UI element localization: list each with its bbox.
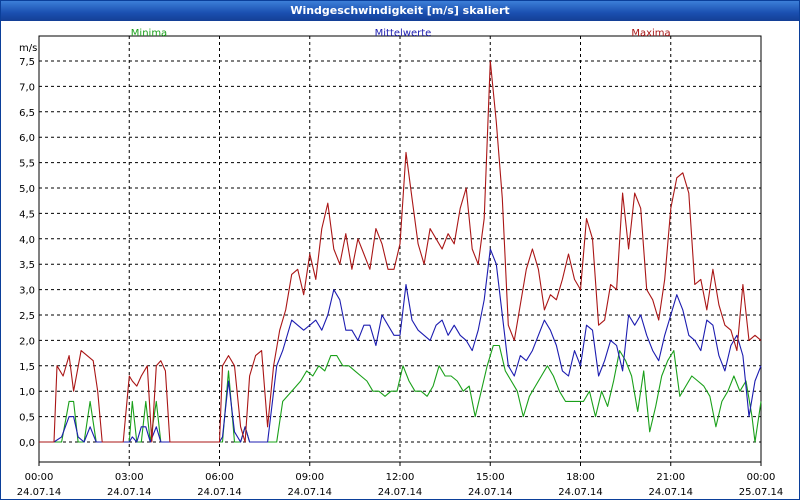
y-tick-label: 4,0 bbox=[19, 235, 35, 246]
window-title: Windgeschwindigkeit [m/s] skaliert bbox=[1, 1, 799, 21]
y-tick-label: 3,5 bbox=[19, 260, 35, 271]
y-tick-label: 6,0 bbox=[19, 133, 35, 144]
series-line-maxima bbox=[39, 60, 762, 443]
legend-maxima: Maxima bbox=[631, 28, 670, 39]
y-tick-label: 7,5 bbox=[19, 57, 35, 68]
x-tick-date: 24.07.14 bbox=[197, 487, 242, 498]
legend-minima: Minima bbox=[131, 28, 167, 39]
x-tick-time: 03:00 bbox=[115, 472, 144, 483]
y-tick-label: 0,0 bbox=[19, 438, 35, 449]
y-tick-label: 1,5 bbox=[19, 362, 35, 373]
y-tick-label: 3,0 bbox=[19, 286, 35, 297]
x-tick-date: 24.07.14 bbox=[648, 487, 693, 498]
series-line-mittelwerte bbox=[39, 248, 762, 443]
y-tick-label: 0,5 bbox=[19, 413, 35, 424]
x-tick-time: 12:00 bbox=[386, 472, 415, 483]
x-tick-date: 24.07.14 bbox=[558, 487, 603, 498]
y-tick-label: 5,5 bbox=[19, 159, 35, 170]
x-tick-date: 24.07.14 bbox=[17, 487, 62, 498]
x-tick-time: 09:00 bbox=[295, 472, 324, 483]
y-axis-ticks: 0,0 0,5 1,0 1,5 2,0 2,5 3,0 3,5 4,0 4,5 5,0 5,5 6,0 6… bbox=[19, 57, 35, 449]
y-axis-label: m/s bbox=[19, 43, 37, 54]
y-tick-label: 4,5 bbox=[19, 209, 35, 220]
x-tick-date: 24.07.14 bbox=[287, 487, 332, 498]
x-tick-time: 00:00 bbox=[747, 472, 776, 483]
y-tick-label: 2,0 bbox=[19, 336, 35, 347]
series-line-minima bbox=[39, 344, 762, 443]
x-tick-time: 15:00 bbox=[476, 472, 505, 483]
x-tick-time: 06:00 bbox=[205, 472, 234, 483]
x-tick-time: 00:00 bbox=[25, 472, 54, 483]
x-tick-date: 24.07.14 bbox=[378, 487, 423, 498]
y-tick-label: 6,5 bbox=[19, 108, 35, 119]
x-tick-time: 21:00 bbox=[656, 472, 685, 483]
x-tick-time: 18:00 bbox=[566, 472, 595, 483]
y-tick-label: 5,0 bbox=[19, 184, 35, 195]
grid-lines bbox=[39, 36, 761, 462]
series-lines bbox=[39, 60, 762, 443]
y-tick-label: 7,0 bbox=[19, 82, 35, 93]
x-tick-date: 24.07.14 bbox=[468, 487, 513, 498]
x-tick-date: 24.07.14 bbox=[107, 487, 152, 498]
x-axis-ticks: 00:00 24.07.14 03:00 24.07.14 06:00 24.07.14 0… bbox=[17, 462, 784, 498]
x-tick-date: 25.07.14 bbox=[739, 487, 784, 498]
legend-mittelwerte: Mittelwerte bbox=[375, 28, 432, 39]
y-tick-label: 1,0 bbox=[19, 387, 35, 398]
y-tick-label: 2,5 bbox=[19, 311, 35, 322]
